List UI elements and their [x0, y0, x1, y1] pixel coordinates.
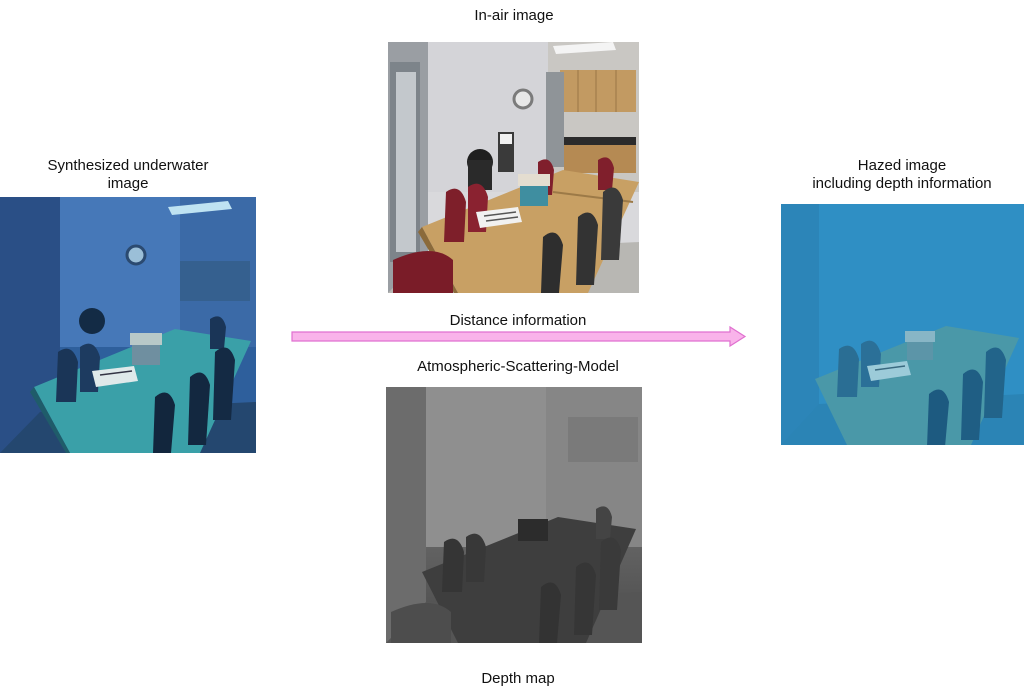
in-air-caption: In-air image: [474, 7, 554, 24]
depth-map-image: [386, 387, 642, 643]
hazed-caption-line2: including depth information: [812, 175, 992, 192]
in-air-image: [388, 42, 639, 293]
model-caption: Atmospheric-Scattering-Model: [417, 358, 619, 375]
synthesized-caption: Synthesized underwater image: [18, 157, 238, 193]
hazed-image: [781, 204, 1024, 445]
distance-arrow: [291, 325, 747, 348]
synthesized-caption-line2: image: [107, 175, 149, 192]
synthesized-caption-line1: Synthesized underwater: [47, 157, 209, 174]
hazed-caption-line1: Hazed image: [857, 157, 947, 174]
depth-caption: Depth map: [481, 670, 555, 687]
arrow-shape: [291, 325, 747, 348]
synthesized-underwater-image: [0, 197, 256, 453]
hazed-caption: Hazed image including depth information: [782, 157, 1022, 193]
distance-caption: Distance information: [449, 312, 587, 329]
